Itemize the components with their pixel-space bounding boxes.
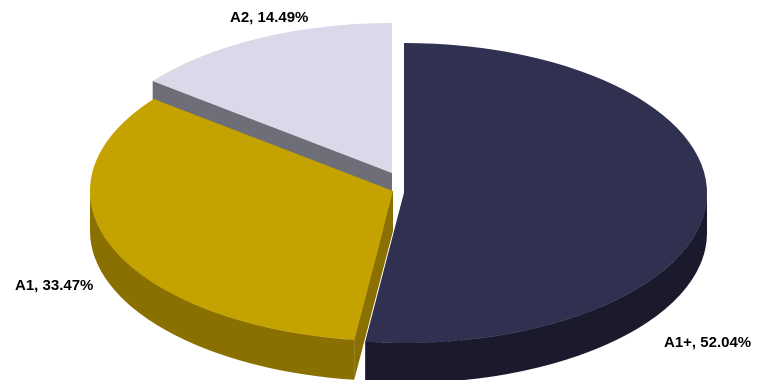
label-a1plus: A1+, 52.04% [664, 334, 751, 351]
slice-a1plus-top [365, 43, 707, 343]
label-a2: A2, 14.49% [230, 9, 308, 26]
slice-a1plus [365, 43, 707, 380]
slice-a1-wall-start [354, 191, 393, 380]
pie-labels: A1+, 52.04% A1, 33.47% A2, 14.49% [15, 9, 751, 351]
slice-a1 [89, 98, 393, 380]
slice-a1plus-side [365, 193, 707, 380]
slice-a2-top [152, 23, 392, 173]
pie-slices [89, 23, 707, 380]
label-a1: A1, 33.47% [15, 277, 93, 294]
slice-a1-top [89, 98, 393, 340]
slice-a1-side [90, 191, 355, 380]
